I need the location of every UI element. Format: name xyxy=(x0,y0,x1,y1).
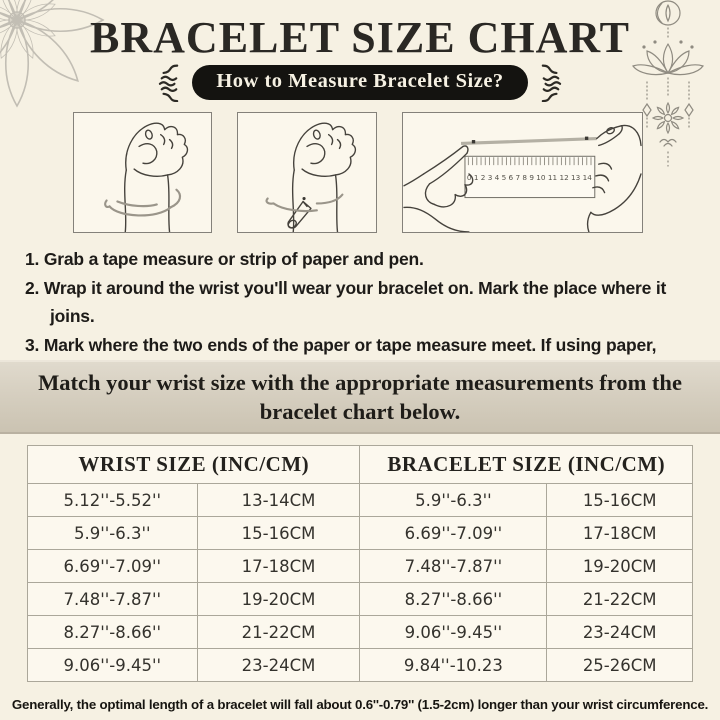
wrist-inches: 9.06''-9.45'' xyxy=(27,648,198,682)
wrist-cm: 13-14CM xyxy=(196,483,361,517)
table-row: 7.48''-7.87'' 19-20CM 8.27''-8.66'' 21-2… xyxy=(27,582,693,616)
step-2-text: Wrap it around the wrist you'll wear you… xyxy=(43,277,667,327)
flower-mandala-icon xyxy=(0,0,105,108)
bracelet-inches: 7.48''-7.87'' xyxy=(359,549,548,583)
wrist-cm: 17-18CM xyxy=(196,549,361,583)
bracelet-cm: 23-24CM xyxy=(546,615,693,649)
table-row: 5.9''-6.3'' 15-16CM 6.69''-7.09'' 17-18C… xyxy=(27,516,693,550)
bracelet-size-table: WRIST SIZE (INC/CM) BRACELET SIZE (INC/C… xyxy=(26,445,693,682)
ruler-measure-illustration: 0 1 2 3 4 5 6 7 8 9 10 11 12 13 14 xyxy=(402,112,643,233)
wrist-cm: 23-24CM xyxy=(196,648,361,682)
footer-note: Generally, the optimal length of a brace… xyxy=(11,697,709,712)
bracelet-inches: 9.06''-9.45'' xyxy=(359,615,548,649)
wrist-cm: 15-16CM xyxy=(196,516,361,550)
wrist-size-header: WRIST SIZE (INC/CM) xyxy=(26,445,361,484)
ruler-numbers: 0 1 2 3 4 5 6 7 8 9 10 11 12 13 14 xyxy=(467,173,592,182)
step-2: 2. Wrap it around the wrist you'll wear … xyxy=(25,274,697,331)
table-header-row: WRIST SIZE (INC/CM) BRACELET SIZE (INC/C… xyxy=(26,445,693,484)
match-size-banner: Match your wrist size with the appropria… xyxy=(0,360,720,434)
step-3-number: 3. xyxy=(25,334,40,355)
hand-tape-illustration xyxy=(73,112,212,233)
subtitle-row: How to Measure Bracelet Size? xyxy=(0,62,720,102)
table-row: 5.12''-5.52'' 13-14CM 5.9''-6.3'' 15-16C… xyxy=(27,483,693,517)
page-title: BRACELET SIZE CHART xyxy=(90,13,630,62)
bracelet-inches: 5.9''-6.3'' xyxy=(359,483,548,517)
bracelet-inches: 8.27''-8.66'' xyxy=(359,582,548,616)
wrist-inches: 6.69''-7.09'' xyxy=(27,549,198,583)
wrist-inches: 5.9''-6.3'' xyxy=(27,516,198,550)
bracelet-cm: 17-18CM xyxy=(546,516,693,550)
how-to-measure-badge: How to Measure Bracelet Size? xyxy=(192,64,528,100)
squiggle-right-icon xyxy=(541,64,561,102)
wrist-cm: 19-20CM xyxy=(196,582,361,616)
step-1: 1. Grab a tape measure or strip of paper… xyxy=(25,245,697,274)
step-1-text: Grab a tape measure or strip of paper an… xyxy=(43,249,424,269)
wrist-inches: 8.27''-8.66'' xyxy=(27,615,198,649)
hand-pen-illustration xyxy=(237,112,377,233)
bracelet-cm: 25-26CM xyxy=(546,648,693,682)
bracelet-cm: 19-20CM xyxy=(546,549,693,583)
banner-text: Match your wrist size with the appropria… xyxy=(38,370,682,424)
wrist-inches: 7.48''-7.87'' xyxy=(27,582,198,616)
wrist-inches: 5.12''-5.52'' xyxy=(27,483,198,517)
step-1-number: 1. xyxy=(25,249,40,269)
bracelet-size-header: BRACELET SIZE (INC/CM) xyxy=(359,445,693,484)
bracelet-inches: 9.84''-10.23 xyxy=(359,648,548,682)
squiggle-left-icon xyxy=(159,64,179,102)
lotus-ornament-icon xyxy=(632,0,704,167)
table-row: 9.06''-9.45'' 23-24CM 9.84''-10.23 25-26… xyxy=(27,648,693,682)
bracelet-cm: 21-22CM xyxy=(546,582,693,616)
step-2-number: 2. xyxy=(25,277,40,298)
wrist-cm: 21-22CM xyxy=(196,615,361,649)
bracelet-inches: 6.69''-7.09'' xyxy=(359,516,548,550)
bracelet-cm: 15-16CM xyxy=(546,483,693,517)
table-row: 6.69''-7.09'' 17-18CM 7.48''-7.87'' 19-2… xyxy=(27,549,693,583)
table-row: 8.27''-8.66'' 21-22CM 9.06''-9.45'' 23-2… xyxy=(27,615,693,649)
